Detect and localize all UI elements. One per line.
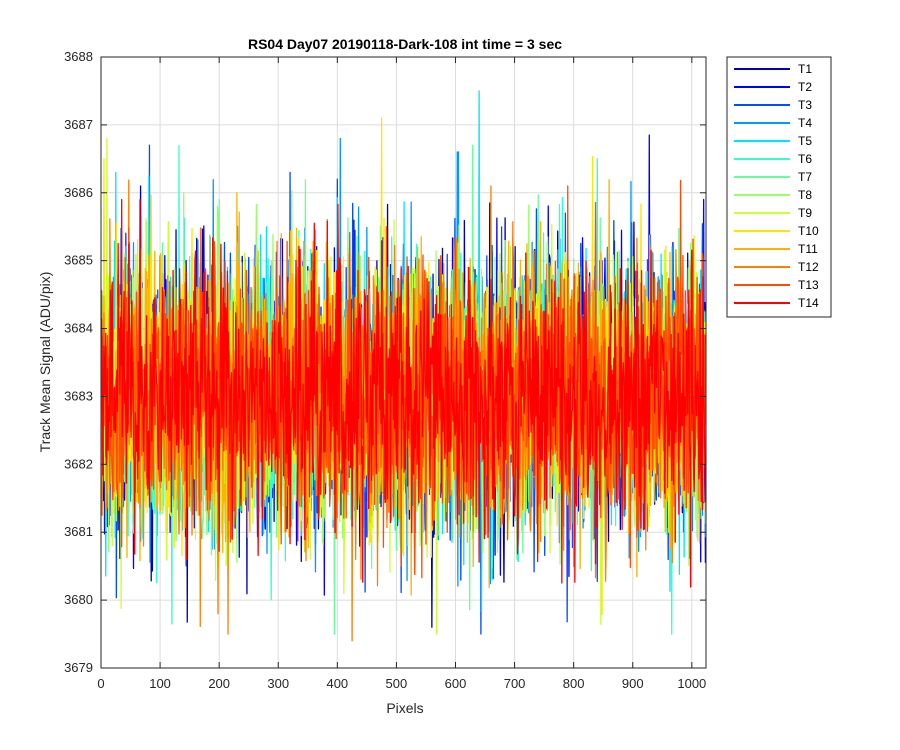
series-line-t13 (101, 179, 706, 579)
y-axis-label: Track Mean Signal (ADU/pix) (37, 272, 53, 453)
x-tick-label: 200 (208, 676, 230, 691)
y-tick-label: 3681 (64, 524, 93, 539)
legend-label-t2: T2 (798, 80, 812, 94)
legend-label-t10: T10 (798, 224, 819, 238)
y-tick-label: 3687 (64, 117, 93, 132)
x-tick-label: 700 (504, 676, 526, 691)
y-tick-label: 3685 (64, 253, 93, 268)
y-tick-label: 3682 (64, 456, 93, 471)
y-tick-label: 3688 (64, 49, 93, 64)
x-tick-label: 800 (563, 676, 585, 691)
axes-box (100, 56, 707, 669)
y-tick-label: 3684 (64, 321, 93, 336)
legend-label-t8: T8 (798, 188, 812, 202)
x-tick-label: 1000 (677, 676, 706, 691)
legend-label-t12: T12 (798, 260, 819, 274)
y-tick-label: 3679 (64, 660, 93, 675)
legend-label-t14: T14 (798, 296, 819, 310)
x-tick-label: 0 (97, 676, 104, 691)
legend-label-t6: T6 (798, 152, 812, 166)
x-axis-label: Pixels (386, 700, 423, 716)
legend-label-t1: T1 (798, 62, 812, 76)
legend-label-t3: T3 (798, 98, 812, 112)
y-tick-label: 3686 (64, 185, 93, 200)
series-group (101, 90, 706, 642)
ticks: 0 100 200 300 400 500 600 700 800 900 1000 3679 3680… (64, 49, 706, 691)
series-line-t14 (101, 198, 706, 588)
x-tick-label: 300 (267, 676, 289, 691)
x-tick-label: 400 (326, 676, 348, 691)
x-tick-label: 500 (386, 676, 408, 691)
legend-label-t13: T13 (798, 278, 819, 292)
legend-label-t4: T4 (798, 116, 812, 130)
x-tick-label: 100 (149, 676, 171, 691)
legend-label-t5: T5 (798, 134, 812, 148)
legend-box (726, 56, 832, 318)
legend-label-t9: T9 (798, 206, 812, 220)
y-tick-label: 3683 (64, 388, 93, 403)
plot-area: 0 100 200 300 400 500 600 700 800 900 1000 3679 3680… (64, 49, 707, 691)
chart-title: RS04 Day07 20190118-Dark-108 int time = … (248, 36, 562, 52)
y-tick-label: 3680 (64, 592, 93, 607)
x-tick-label: 900 (622, 676, 644, 691)
legend-label-t11: T11 (798, 242, 818, 256)
x-tick-label: 600 (445, 676, 467, 691)
legend: T1 T2 T3 T4 T5 T6 T7 T8 T9 T10 T11 T12 T13 T14 (726, 56, 832, 318)
legend-label-t7: T7 (798, 170, 812, 184)
